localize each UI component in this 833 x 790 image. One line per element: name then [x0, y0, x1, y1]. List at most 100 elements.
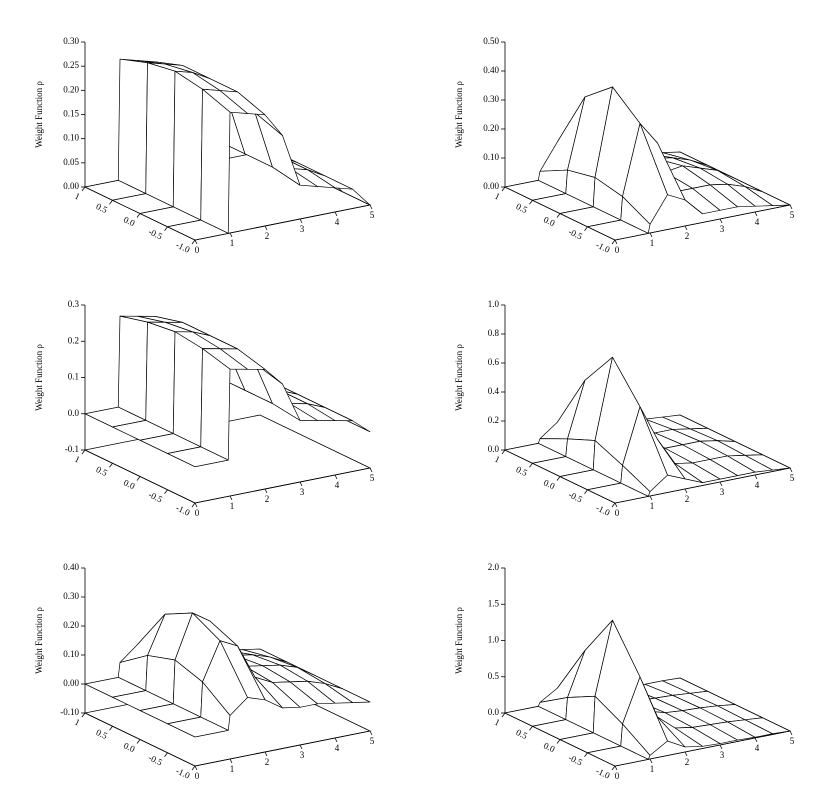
- z-axis-label: Weight Function ρ: [454, 344, 464, 411]
- x-axis: [194, 467, 371, 504]
- x-tick-label: 5: [790, 210, 795, 220]
- y-tick-label: -1.0: [174, 240, 192, 255]
- y-tick: [611, 502, 616, 508]
- x-axis: [194, 730, 371, 767]
- x-tick-label: 0: [195, 245, 200, 255]
- surface-plot: 0.0 0.5 1.0 1.5 2.0 Weight Function ρ 0 1 2 3 4 5 -1…: [454, 562, 795, 781]
- y-tick: [529, 200, 533, 205]
- x-tick-label: 2: [265, 494, 270, 504]
- x-tick-label: 3: [300, 224, 305, 234]
- x-tick: [719, 744, 723, 750]
- x-tick-label: 1: [650, 764, 655, 774]
- z-tick-label: 0.00: [483, 181, 499, 191]
- z-tick-label: 0.40: [63, 562, 79, 572]
- x-tick: [229, 758, 233, 764]
- x-tick: [754, 211, 758, 217]
- x-tick: [369, 730, 373, 736]
- y-tick: [191, 239, 196, 245]
- x-tick: [789, 730, 793, 736]
- x-tick-label: 1: [650, 238, 655, 248]
- z-axis-label: Weight Function ρ: [454, 81, 464, 148]
- x-tick-label: 1: [650, 501, 655, 511]
- x-tick-label: 1: [230, 764, 235, 774]
- y-tick-label: -1.0: [594, 766, 612, 781]
- y-tick: [164, 752, 168, 757]
- x-tick: [334, 737, 338, 743]
- y-tick-label: -0.5: [147, 489, 165, 504]
- y-tick-label: 0.0: [542, 740, 557, 754]
- y-tick: [191, 765, 196, 771]
- x-tick-label: 2: [685, 757, 690, 767]
- y-tick: [584, 226, 588, 231]
- z-tick-label: 0.00: [63, 181, 79, 191]
- z-tick-label: 1.0: [488, 299, 500, 309]
- y-tick-label: -0.5: [147, 226, 165, 241]
- z-tick-label: 1.5: [488, 598, 500, 608]
- y-tick-label: 0.5: [95, 464, 110, 478]
- y-tick-label: 1: [493, 717, 501, 728]
- x-tick: [229, 495, 233, 501]
- x-tick-label: 3: [720, 487, 725, 497]
- x-tick-label: 4: [755, 743, 760, 753]
- x-tick: [684, 751, 688, 757]
- x-tick-label: 5: [790, 473, 795, 483]
- x-tick: [264, 225, 268, 231]
- x-tick-label: 4: [755, 217, 760, 227]
- y-tick: [501, 712, 506, 718]
- x-tick-label: 3: [300, 750, 305, 760]
- x-tick-label: 0: [615, 245, 620, 255]
- x-tick-label: 4: [335, 480, 340, 490]
- x-tick-label: 5: [370, 210, 375, 220]
- x-tick: [299, 218, 303, 224]
- y-tick: [556, 739, 561, 744]
- x-tick-label: 2: [265, 231, 270, 241]
- x-tick-label: 3: [300, 487, 305, 497]
- z-tick-label: 0.1: [68, 372, 79, 382]
- x-tick: [369, 204, 373, 210]
- x-tick: [614, 239, 618, 245]
- y-tick-label: 0.0: [122, 477, 137, 491]
- y-tick: [109, 200, 113, 205]
- z-tick-label: 0.10: [63, 649, 79, 659]
- surface-patch: [587, 745, 649, 767]
- x-tick: [614, 502, 618, 508]
- z-tick-label: 0.4: [488, 386, 500, 396]
- x-tick: [649, 232, 653, 238]
- surface-patch: [587, 219, 649, 241]
- x-tick: [719, 481, 723, 487]
- z-tick-label: 0.30: [63, 591, 79, 601]
- z-tick-label: 1.0: [488, 635, 500, 645]
- x-tick-label: 0: [195, 771, 200, 781]
- y-tick-label: 1: [73, 191, 81, 202]
- x-tick: [264, 488, 268, 494]
- y-tick-label: -0.5: [567, 489, 585, 504]
- surface-patch: [172, 70, 203, 221]
- x-tick-label: 2: [685, 494, 690, 504]
- z-tick-label: 0.0: [68, 408, 80, 418]
- surface-patch: [117, 58, 148, 194]
- z-axis-label: Weight Function ρ: [454, 607, 464, 674]
- y-tick-label: 0.5: [515, 201, 530, 215]
- z-tick-label: 0.40: [483, 65, 499, 75]
- surface-patch: [172, 331, 203, 448]
- y-tick: [501, 186, 506, 192]
- x-tick-label: 0: [615, 508, 620, 518]
- x-tick: [334, 474, 338, 480]
- x-tick-label: 2: [265, 757, 270, 767]
- x-tick-label: 3: [720, 224, 725, 234]
- z-tick-label: 0.20: [483, 123, 499, 133]
- y-tick-label: 0.0: [542, 214, 557, 228]
- z-tick-label: 0.5: [488, 671, 500, 681]
- y-tick: [611, 239, 616, 245]
- y-tick: [529, 463, 533, 468]
- x-tick: [299, 481, 303, 487]
- y-tick: [136, 476, 141, 481]
- z-tick-label: 0.30: [63, 36, 79, 46]
- z-tick-label: 0.0: [488, 444, 500, 454]
- surface-patch: [117, 315, 148, 421]
- y-tick: [136, 213, 141, 218]
- y-tick: [611, 765, 616, 771]
- y-tick: [191, 502, 196, 508]
